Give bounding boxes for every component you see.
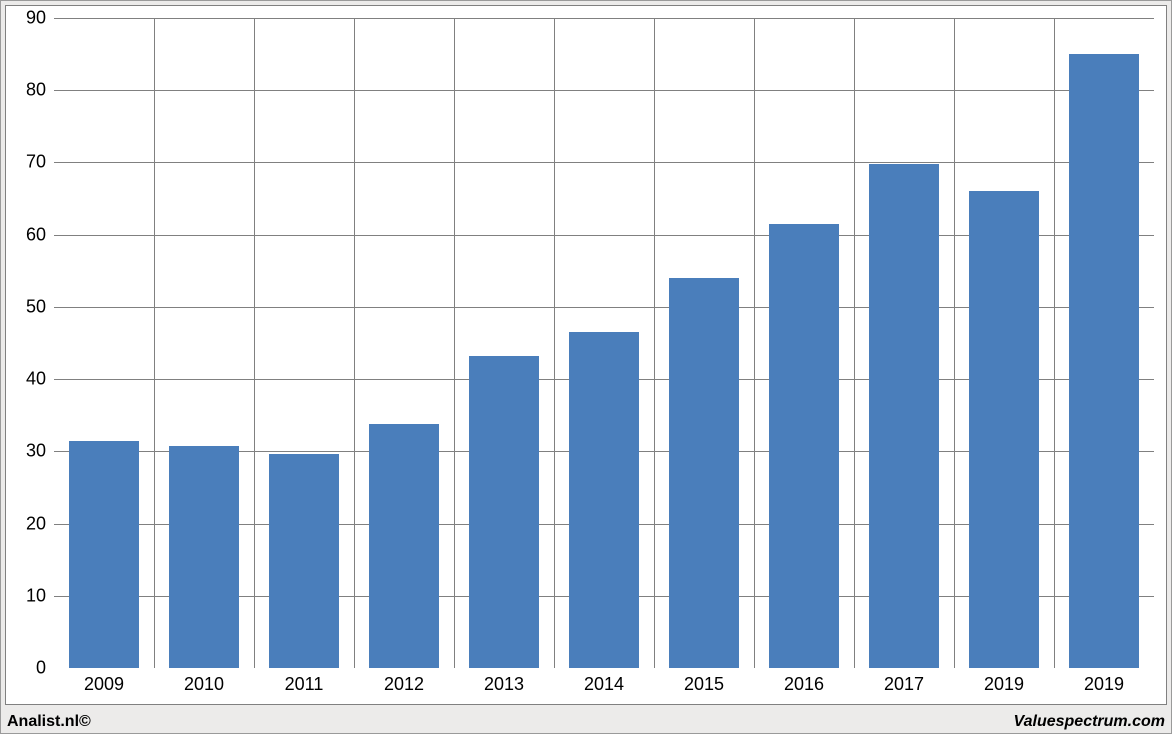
y-axis-tick-label: 90 bbox=[26, 8, 54, 29]
y-axis-tick-label: 20 bbox=[26, 513, 54, 534]
y-axis-tick-label: 80 bbox=[26, 80, 54, 101]
gridline-vertical bbox=[854, 18, 855, 668]
bar bbox=[369, 424, 439, 668]
footer: Analist.nl© Valuespectrum.com bbox=[7, 709, 1165, 731]
bar bbox=[1069, 54, 1139, 668]
x-axis-tick-label: 2011 bbox=[285, 668, 324, 695]
y-axis-tick-label: 10 bbox=[26, 585, 54, 606]
gridline-vertical bbox=[954, 18, 955, 668]
y-axis-tick-label: 30 bbox=[26, 441, 54, 462]
y-axis-tick-label: 40 bbox=[26, 369, 54, 390]
chart-outer-panel: 0 10 20 30 40 50 60 70 80 90 2009 2010 2011 2012 2013 2… bbox=[0, 0, 1172, 734]
gridline-horizontal bbox=[54, 18, 1154, 19]
y-axis-tick-label: 0 bbox=[36, 658, 54, 679]
bar bbox=[969, 191, 1039, 668]
bar bbox=[169, 446, 239, 668]
bar bbox=[769, 224, 839, 668]
gridline-vertical bbox=[1054, 18, 1055, 668]
bar bbox=[269, 454, 339, 669]
bar bbox=[869, 164, 939, 668]
x-axis-tick-label: 2015 bbox=[684, 668, 724, 695]
x-axis-tick-label: 2019 bbox=[984, 668, 1024, 695]
bar bbox=[669, 278, 739, 668]
gridline-vertical bbox=[254, 18, 255, 668]
x-axis-tick-label: 2010 bbox=[184, 668, 224, 695]
x-axis-tick-label: 2019 bbox=[1084, 668, 1124, 695]
gridline-vertical bbox=[654, 18, 655, 668]
x-axis-tick-label: 2016 bbox=[784, 668, 824, 695]
x-axis-tick-label: 2014 bbox=[584, 668, 624, 695]
plot-area: 0102030405060708090200920102011201220132… bbox=[54, 18, 1154, 668]
bar bbox=[569, 332, 639, 668]
gridline-vertical bbox=[754, 18, 755, 668]
x-axis-tick-label: 2012 bbox=[384, 668, 424, 695]
gridline-vertical bbox=[154, 18, 155, 668]
footer-right-credit: Valuespectrum.com bbox=[1014, 713, 1165, 731]
x-axis-tick-label: 2013 bbox=[484, 668, 524, 695]
x-axis-tick-label: 2009 bbox=[84, 668, 124, 695]
gridline-horizontal bbox=[54, 162, 1154, 163]
plot-frame: 0 10 20 30 40 50 60 70 80 90 2009 2010 2011 2012 2013 2… bbox=[5, 5, 1167, 705]
y-axis-tick-label: 60 bbox=[26, 224, 54, 245]
bar bbox=[69, 441, 139, 669]
bar bbox=[469, 356, 539, 668]
x-axis-tick-label: 2017 bbox=[884, 668, 924, 695]
footer-left-credit: Analist.nl© bbox=[7, 713, 91, 731]
gridline-vertical bbox=[454, 18, 455, 668]
gridline-horizontal bbox=[54, 90, 1154, 91]
y-axis-tick-label: 50 bbox=[26, 296, 54, 317]
y-axis-tick-label: 70 bbox=[26, 152, 54, 173]
gridline-vertical bbox=[354, 18, 355, 668]
gridline-vertical bbox=[554, 18, 555, 668]
